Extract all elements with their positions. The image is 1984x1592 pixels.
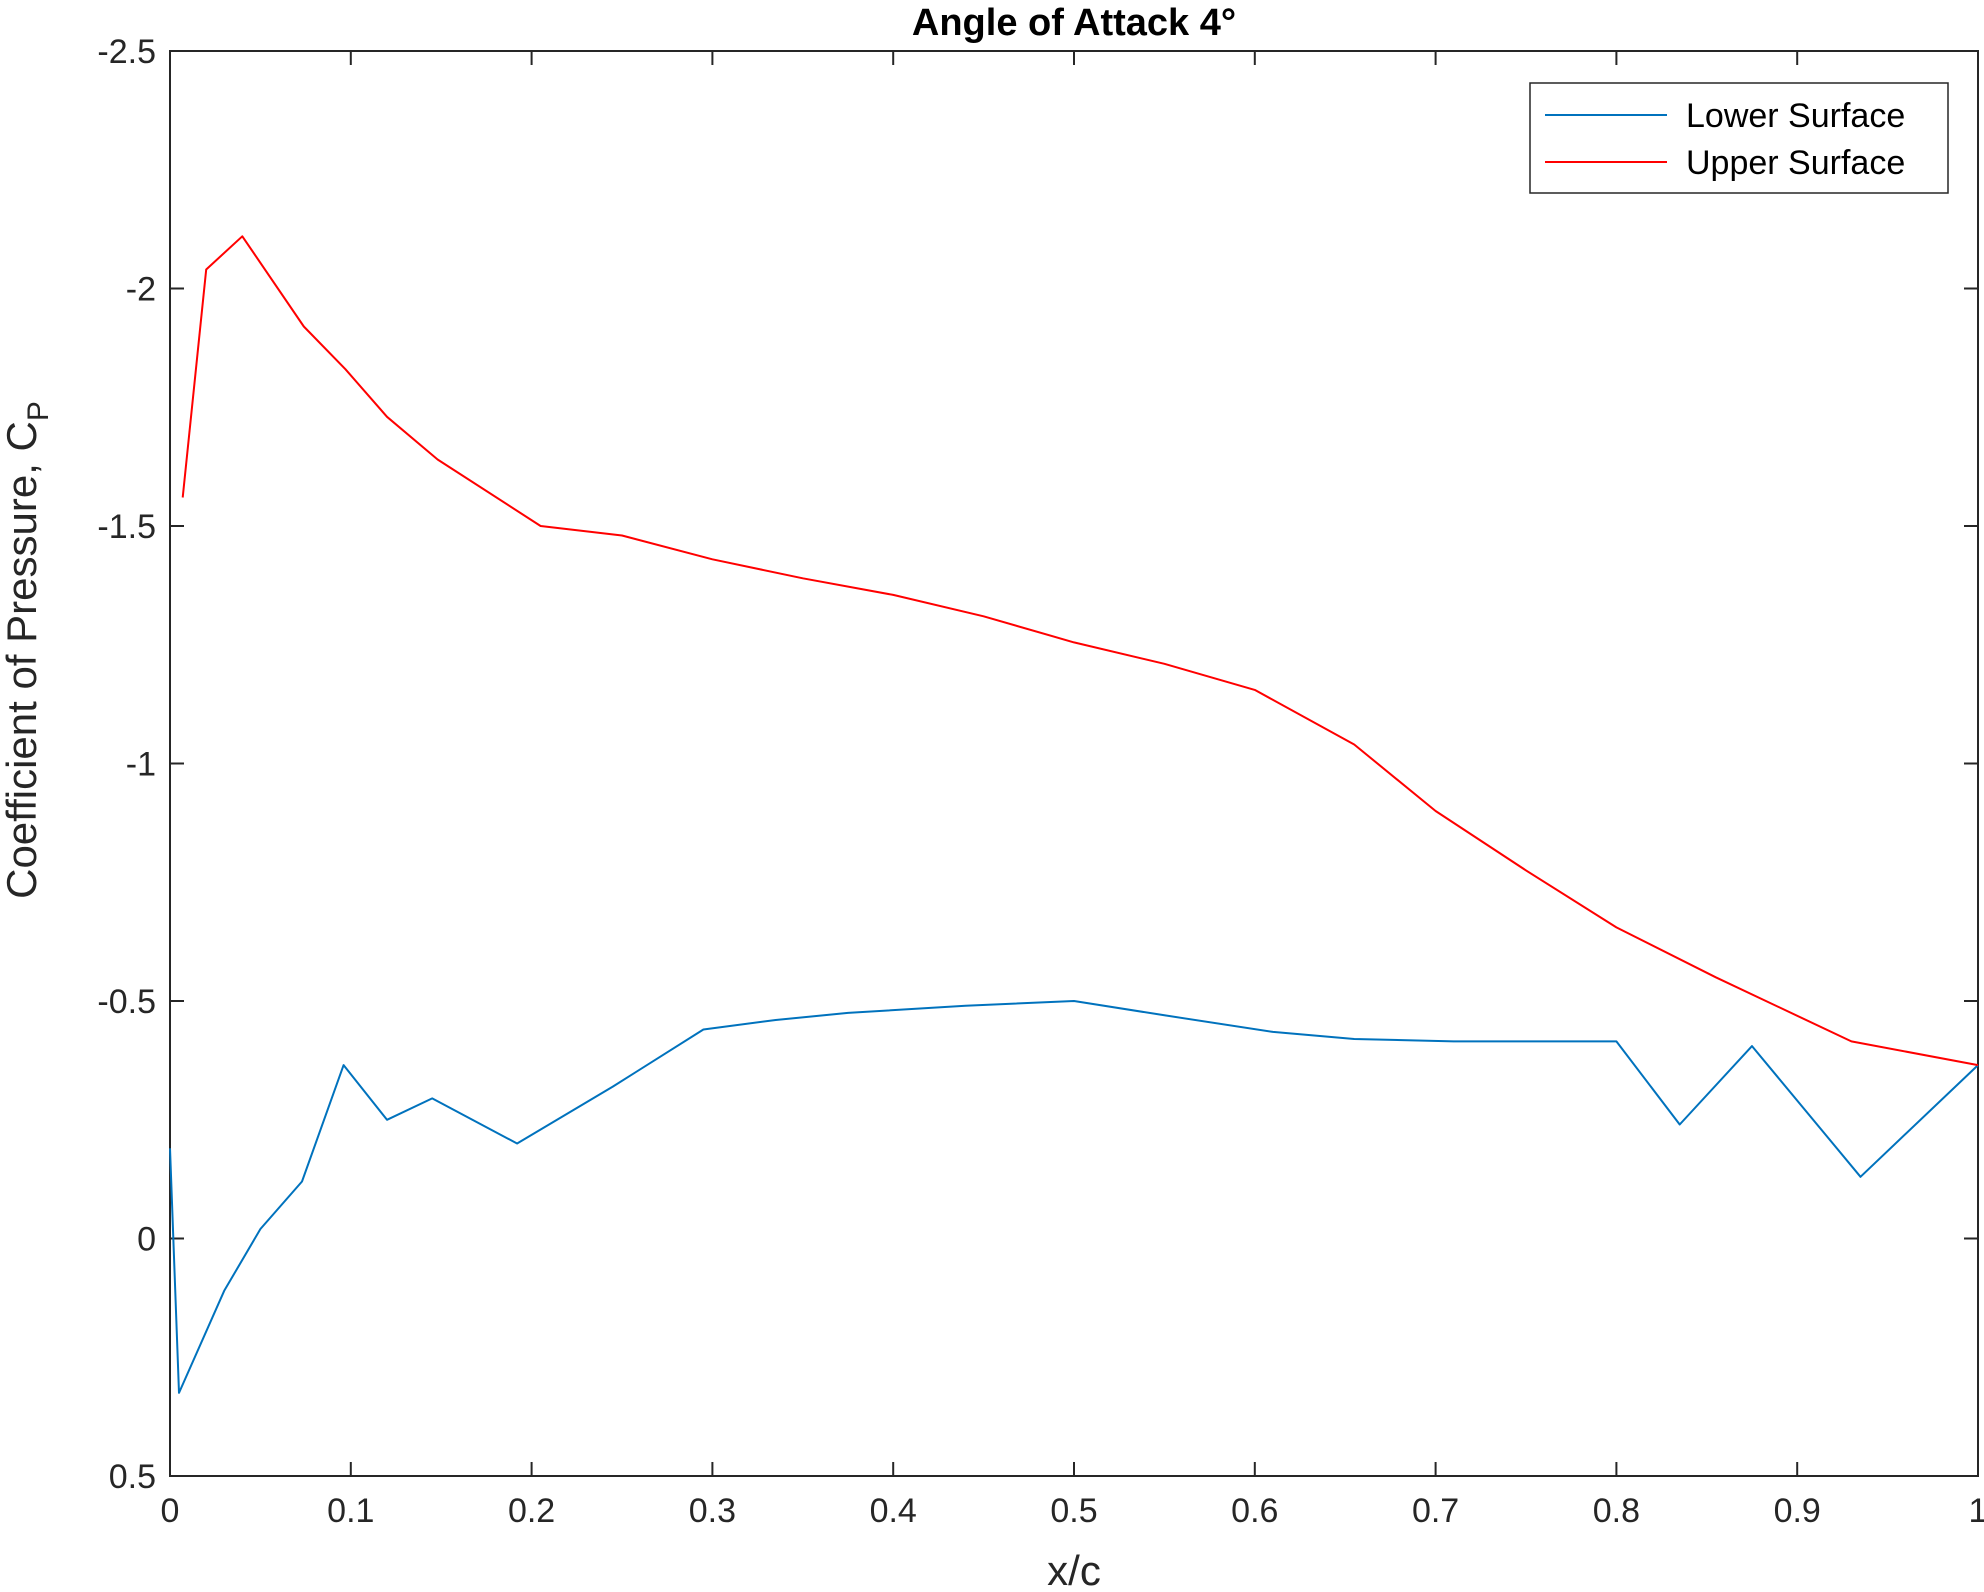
series-line-lower-surface (169, 1000, 1979, 1394)
y-tick-label: -1 (126, 746, 156, 784)
x-tick-label: 0.8 (1593, 1492, 1640, 1530)
x-axis-title: x/c (1047, 1547, 1101, 1592)
x-tick-label: 0.1 (327, 1492, 374, 1530)
x-tick-label: 0.7 (1412, 1492, 1459, 1530)
y-tick-label: 0.5 (109, 1458, 156, 1496)
plot-area (169, 50, 1979, 1477)
y-tick-label: -2.5 (97, 33, 156, 71)
axis-ticks (169, 50, 1979, 1477)
y-tick-label: -0.5 (97, 983, 156, 1021)
x-tick-label: 0.4 (870, 1492, 917, 1530)
x-tick-label: 0.6 (1231, 1492, 1278, 1530)
series-lines (169, 235, 1979, 1394)
y-axis-title-subscript: P (22, 401, 55, 421)
legend-box (1529, 82, 1949, 194)
y-tick-label: -2 (126, 271, 156, 309)
x-tick-label: 0.2 (508, 1492, 555, 1530)
chart-title: Angle of Attack 4° (912, 2, 1236, 44)
legend: Lower Surface Upper Surface (1529, 82, 1949, 194)
series-line-upper-surface (181, 235, 1979, 1067)
x-tick-label: 0 (161, 1492, 180, 1530)
y-axis-title: Coefficient of Pressure, CP (0, 401, 55, 899)
y-tick-label: 0 (137, 1221, 156, 1259)
x-tick-label: 0.5 (1050, 1492, 1097, 1530)
x-tick-label: 0.3 (689, 1492, 736, 1530)
y-axis-title-main: Coefficient of Pressure, C (0, 421, 45, 899)
y-tick-label: -1.5 (97, 508, 156, 546)
legend-label-upper-surface: Upper Surface (1686, 144, 1905, 182)
x-tick-label: 1 (1969, 1492, 1984, 1530)
x-tick-label: 0.9 (1774, 1492, 1821, 1530)
axis-tick-labels: 0 0.1 0.2 0.3 0.4 0.5 0.6 0.7 0.8 0.9 1 -2.5 -2 -1.5 -… (97, 33, 1984, 1530)
legend-label-lower-surface: Lower Surface (1686, 97, 1905, 135)
